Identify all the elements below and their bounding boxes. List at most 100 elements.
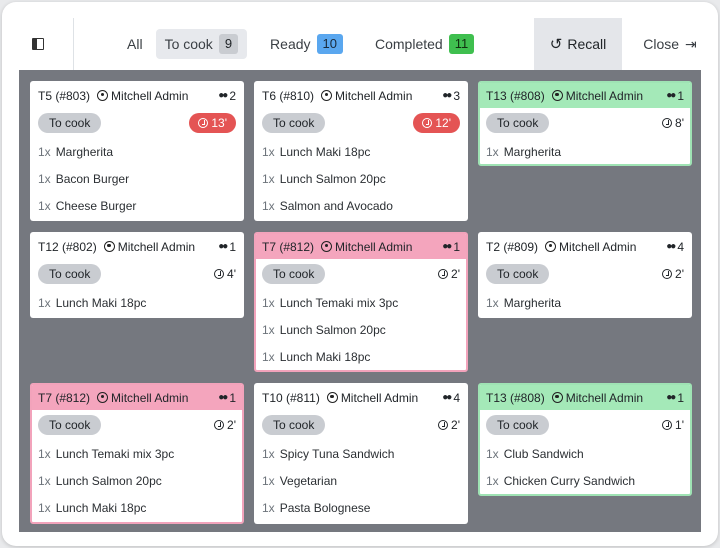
order-lines: 1x Spicy Tuna Sandwich 1x Vegetarian 1x Pasta… bbox=[256, 437, 466, 522]
table-number: T6 (#810) bbox=[262, 88, 315, 103]
order-line-item[interactable]: 1x Cheese Burger bbox=[38, 192, 236, 219]
order-line-item[interactable]: 1x Chicken Curry Sandwich bbox=[486, 467, 684, 494]
users-icon: ●● bbox=[218, 392, 228, 403]
order-user: Mitchell Admin bbox=[551, 390, 644, 405]
order-status-button[interactable]: To cook bbox=[38, 113, 102, 133]
order-line-item[interactable]: 1x Lunch Salmon 20pc bbox=[262, 316, 460, 343]
order-user-name: Mitchell Admin bbox=[117, 239, 196, 254]
order-status-row: To cook 2' bbox=[32, 410, 242, 437]
order-line-item[interactable]: 1x Margherita bbox=[486, 138, 684, 164]
order-card[interactable]: T2 (#809) Mitchell Admin ●● 4 To cook 2' 1x Mar… bbox=[478, 232, 692, 318]
order-line-item[interactable]: 1x Lunch Salmon 20pc bbox=[38, 467, 236, 494]
table-number: T13 (#808) bbox=[486, 88, 545, 103]
order-line-item[interactable]: 1x Margherita bbox=[486, 289, 684, 316]
filter-to-cook-label: To cook bbox=[164, 36, 213, 52]
order-line-item[interactable]: 1x Bacon Burger bbox=[38, 165, 236, 192]
order-timer: 1' bbox=[662, 418, 684, 432]
user-circle-icon bbox=[97, 392, 109, 403]
guest-count: ●● 1 bbox=[666, 391, 684, 405]
order-line-product: Chicken Curry Sandwich bbox=[503, 473, 636, 488]
order-line-item[interactable]: 1x Spicy Tuna Sandwich bbox=[262, 440, 460, 467]
order-timer-value: 1' bbox=[675, 418, 684, 432]
order-line-product: Lunch Maki 18pc bbox=[55, 500, 147, 515]
order-status-button[interactable]: To cook bbox=[38, 264, 102, 284]
guest-count-value: 2 bbox=[229, 88, 236, 103]
sidebar-toggle-button[interactable] bbox=[2, 18, 74, 70]
filter-all[interactable]: All bbox=[118, 29, 152, 59]
order-line-item[interactable]: 1x Lunch Temaki mix 3pc bbox=[38, 440, 236, 467]
order-card-header: T10 (#811) Mitchell Admin ●● 4 bbox=[256, 385, 466, 410]
order-card[interactable]: T7 (#812) Mitchell Admin ●● 1 To cook 2' 1x Lun… bbox=[30, 383, 244, 524]
filter-to-cook[interactable]: To cook 9 bbox=[155, 29, 248, 59]
order-line-product: Bacon Burger bbox=[55, 171, 130, 186]
order-header-info: T10 (#811) Mitchell Admin bbox=[262, 391, 418, 405]
close-button[interactable]: Close ⇥ bbox=[622, 18, 718, 70]
users-icon: ●● bbox=[442, 241, 452, 252]
order-card[interactable]: T7 (#812) Mitchell Admin ●● 1 To cook 2' 1x Lun… bbox=[254, 232, 468, 372]
recall-button[interactable]: ↺ Recall bbox=[534, 18, 622, 70]
clock-icon bbox=[214, 420, 225, 430]
order-header-info: T12 (#802) Mitchell Admin bbox=[38, 240, 195, 254]
order-timer-value: 12' bbox=[435, 116, 451, 130]
order-user: Mitchell Admin bbox=[97, 89, 188, 103]
order-line-qty: 1x bbox=[486, 144, 499, 159]
clock-icon bbox=[438, 269, 449, 279]
order-status-button[interactable]: To cook bbox=[486, 113, 550, 133]
order-line-product: Lunch Temaki mix 3pc bbox=[55, 446, 175, 461]
order-line-product: Lunch Salmon 20pc bbox=[279, 171, 386, 186]
table-number: T10 (#811) bbox=[262, 390, 320, 405]
order-user: Mitchell Admin bbox=[103, 239, 196, 254]
order-line-item[interactable]: 1x Pasta Bolognese bbox=[262, 494, 460, 521]
order-line-product: Lunch Maki 18pc bbox=[279, 349, 371, 364]
users-icon: ●● bbox=[442, 90, 452, 101]
user-circle-icon bbox=[97, 90, 109, 101]
order-timer: 4' bbox=[214, 267, 236, 281]
filter-ready[interactable]: Ready 10 bbox=[261, 29, 352, 59]
order-line-item[interactable]: 1x Margherita bbox=[38, 138, 236, 165]
order-status-button[interactable]: To cook bbox=[262, 264, 326, 284]
order-status-row: To cook 12' bbox=[256, 108, 466, 135]
order-status-button[interactable]: To cook bbox=[38, 415, 102, 435]
order-line-qty: 1x bbox=[38, 144, 51, 159]
order-card[interactable]: T13 (#808) Mitchell Admin ●● 1 To cook 8' 1x Ma… bbox=[478, 81, 692, 166]
clock-icon bbox=[214, 269, 225, 279]
order-line-qty: 1x bbox=[38, 295, 51, 310]
guest-count-value: 1 bbox=[453, 239, 460, 254]
order-line-product: Pasta Bolognese bbox=[279, 500, 371, 515]
order-header-info: T13 (#808) Mitchell Admin bbox=[486, 89, 643, 103]
order-status-button[interactable]: To cook bbox=[262, 415, 326, 435]
order-line-qty: 1x bbox=[262, 171, 275, 186]
order-line-item[interactable]: 1x Club Sandwich bbox=[486, 440, 684, 467]
close-label: Close bbox=[643, 36, 680, 52]
order-line-item[interactable]: 1x Vegetarian bbox=[262, 467, 460, 494]
order-line-qty: 1x bbox=[38, 500, 51, 515]
order-card[interactable]: T6 (#810) Mitchell Admin ●● 3 To cook 12' 1x Lu… bbox=[254, 81, 468, 221]
order-status-button[interactable]: To cook bbox=[262, 113, 326, 133]
order-line-item[interactable]: 1x Lunch Salmon 20pc bbox=[262, 165, 460, 192]
order-status-button[interactable]: To cook bbox=[486, 415, 550, 435]
order-line-item[interactable]: 1x Lunch Temaki mix 3pc bbox=[262, 289, 460, 316]
order-timer: 2' bbox=[438, 418, 460, 432]
users-icon: ●● bbox=[218, 90, 228, 101]
users-icon: ●● bbox=[442, 392, 452, 403]
order-card[interactable]: T13 (#808) Mitchell Admin ●● 1 To cook 1' 1x Cl… bbox=[478, 383, 692, 496]
order-line-product: Margherita bbox=[503, 144, 562, 159]
order-lines: 1x Lunch Temaki mix 3pc 1x Lunch Salmon 20p… bbox=[32, 437, 242, 522]
order-user-name: Mitchell Admin bbox=[565, 390, 644, 405]
order-timer-value: 2' bbox=[451, 418, 460, 432]
order-user-name: Mitchell Admin bbox=[340, 390, 419, 405]
filter-completed[interactable]: Completed 11 bbox=[366, 29, 483, 59]
order-line-item[interactable]: 1x Lunch Maki 18pc bbox=[262, 138, 460, 165]
order-line-item[interactable]: 1x Lunch Maki 18pc bbox=[262, 343, 460, 370]
order-line-item[interactable]: 1x Lunch Maki 18pc bbox=[38, 494, 236, 521]
users-icon: ●● bbox=[218, 241, 228, 252]
order-status-button[interactable]: To cook bbox=[486, 264, 550, 284]
order-line-item[interactable]: 1x Lunch Maki 18pc bbox=[38, 289, 236, 316]
order-line-item[interactable]: 1x Salmon and Avocado bbox=[262, 192, 460, 219]
order-line-qty: 1x bbox=[262, 349, 275, 364]
ready-count-badge: 10 bbox=[316, 34, 343, 54]
order-card[interactable]: T5 (#803) Mitchell Admin ●● 2 To cook 13' 1x Ma… bbox=[30, 81, 244, 221]
order-card[interactable]: T10 (#811) Mitchell Admin ●● 4 To cook 2' 1x Sp… bbox=[254, 383, 468, 524]
order-card[interactable]: T12 (#802) Mitchell Admin ●● 1 To cook 4' 1x Lu… bbox=[30, 232, 244, 318]
order-line-product: Lunch Salmon 20pc bbox=[279, 322, 386, 337]
